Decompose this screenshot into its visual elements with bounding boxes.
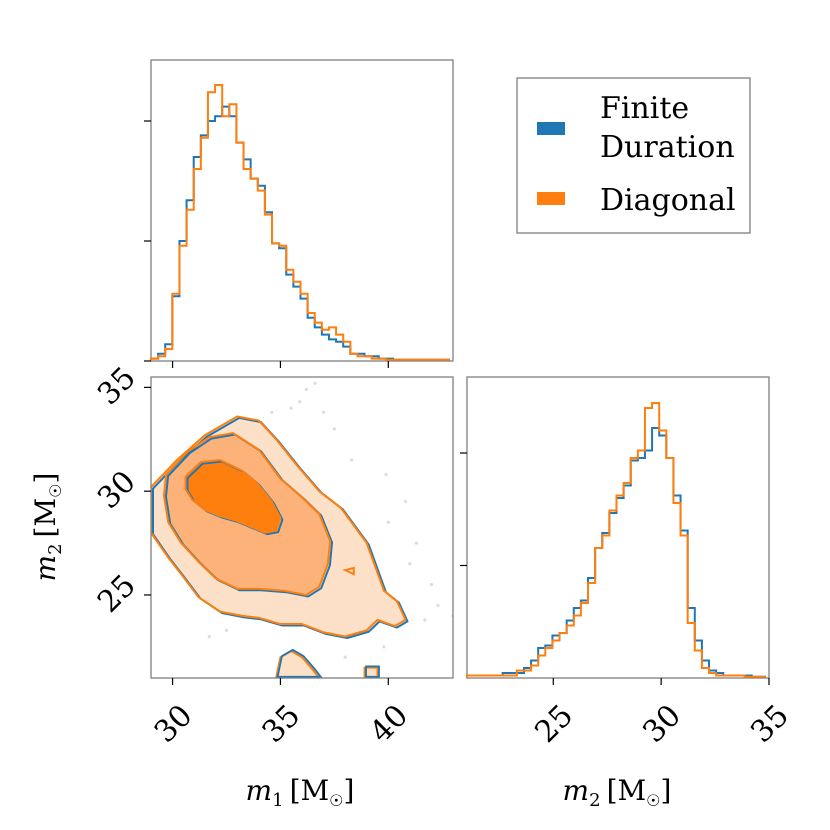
contour-blob — [342, 566, 355, 576]
contour-island-0 — [275, 649, 321, 678]
joint-scatter-point — [289, 406, 293, 410]
contour-line-diagonal-middle — [162, 432, 332, 596]
joint-scatter-point — [321, 410, 326, 414]
m1-marginal-y-ticks — [144, 120, 151, 362]
joint-y-tick-label-25: 25 — [91, 568, 143, 620]
legend-swatch-finite-duration — [537, 122, 565, 135]
m1-marginal-panel — [144, 59, 454, 368]
joint-scatter-point — [270, 410, 274, 414]
m1-hist-diagonal — [150, 84, 450, 361]
joint-contour-panel: 30 35 40 25 30 35 — [91, 360, 454, 750]
joint-scatter-point — [224, 628, 229, 632]
joint-scatter-point — [298, 400, 302, 404]
contour-island-1 — [363, 666, 379, 678]
legend-label-finite-line1: Finite — [600, 91, 689, 126]
joint-y-tick-label-30: 30 — [91, 464, 143, 516]
m2-marginal-x-tick-label-25: 25 — [528, 698, 580, 750]
joint-frame — [150, 376, 454, 679]
m2-marginal-frame — [466, 376, 770, 679]
m2-marginal-x-ticks: 25 30 35 — [528, 678, 796, 750]
joint-scatter-point — [429, 582, 434, 587]
contour-line-diagonal-outer — [151, 415, 407, 638]
contour-fill-inner — [185, 460, 281, 533]
legend-frame — [516, 77, 751, 234]
legend-swatch-diagonal — [537, 192, 565, 205]
joint-scatter-point — [304, 387, 308, 392]
legend-label-finite-line2: Duration — [600, 130, 735, 165]
joint-scatter-point — [313, 381, 317, 385]
legend-label-diagonal: Diagonal — [600, 183, 736, 218]
joint-x-tick-label-35: 35 — [256, 698, 308, 750]
joint-scatter-point — [384, 472, 388, 477]
joint-scatter-point — [403, 499, 408, 504]
contour-island-finite-1 — [365, 665, 380, 678]
joint-scatter-point — [332, 427, 336, 431]
m2-joint-y-axis-label: m2[M☉] — [29, 473, 66, 582]
m2-marginal-x-tick-label-35: 35 — [744, 698, 796, 750]
joint-scatter-point — [414, 541, 418, 545]
joint-scatter-point — [350, 458, 354, 462]
m2-axis-label: m2 [M☉] — [563, 774, 672, 811]
m1-histograms — [150, 84, 450, 361]
joint-scatter-point — [436, 603, 440, 607]
joint-y-ticks: 25 30 35 — [91, 360, 151, 620]
joint-x-tick-label-40: 40 — [363, 698, 415, 750]
joint-contours — [151, 381, 453, 678]
joint-scatter-point — [408, 562, 412, 566]
joint-x-ticks: 30 35 40 — [148, 678, 415, 750]
m2-hist-diagonal — [466, 402, 766, 678]
m2-marginal-panel: 25 30 35 — [460, 376, 796, 750]
legend: Finite Duration Diagonal — [516, 77, 751, 234]
m1-marginal-frame — [150, 59, 454, 362]
m2-histograms — [466, 402, 766, 678]
contour-island-finite-0 — [276, 648, 323, 678]
joint-scatter-point — [386, 520, 390, 524]
contour-line-diagonal-inner — [184, 459, 282, 534]
joint-scatter-point — [343, 655, 347, 659]
m1-marginal-x-ticks — [171, 361, 389, 368]
joint-scatter-point — [382, 645, 386, 649]
m2-marginal-x-tick-label-30: 30 — [636, 698, 688, 750]
joint-x-tick-label-30: 30 — [148, 698, 200, 750]
m2-marginal-y-ticks — [460, 452, 467, 567]
joint-y-tick-label-35: 35 — [91, 360, 143, 412]
joint-scatter-point — [207, 634, 211, 639]
joint-scatter-point — [423, 618, 427, 622]
m1-axis-label: m1 [M☉] — [246, 774, 355, 811]
